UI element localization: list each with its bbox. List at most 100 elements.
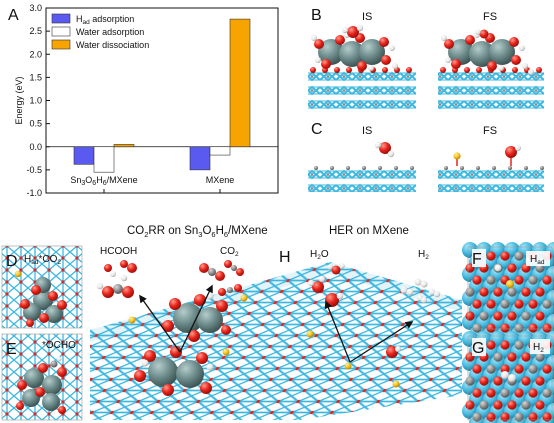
c-atom <box>472 412 482 422</box>
o-atom <box>542 364 552 374</box>
h-atom <box>494 264 502 272</box>
panel-d-label: Had*CO2 <box>24 254 61 266</box>
o-atom <box>507 400 517 410</box>
hydrogen-molecules <box>400 278 441 303</box>
legend-swatch <box>51 39 71 50</box>
o-atom <box>493 311 503 321</box>
panel-label-g: G <box>472 340 484 357</box>
o-atom <box>486 388 496 398</box>
panel-d: D Had*CO2 <box>1 245 83 329</box>
o-atom <box>465 400 475 410</box>
y-tick-label: 2.5 <box>29 26 42 36</box>
o-atom <box>465 311 475 321</box>
panel-e: E *OCHO <box>1 333 83 421</box>
o-atom <box>472 275 482 285</box>
c-atom <box>514 323 524 333</box>
bar <box>189 146 211 171</box>
o-atom <box>500 323 510 333</box>
o-atom <box>535 311 545 321</box>
sn-cluster-1 <box>162 292 231 342</box>
c-atom <box>465 376 475 386</box>
o-atom <box>500 412 510 422</box>
o-atom <box>535 376 545 386</box>
panel-b-is-label: IS <box>362 11 372 23</box>
c-atom <box>528 275 538 285</box>
o-atom <box>479 287 489 297</box>
her-molecules: H2O H2 <box>306 249 441 388</box>
c-atom <box>542 388 552 398</box>
o-atom <box>535 287 545 297</box>
bar <box>229 18 251 148</box>
panel-label-d: D <box>6 253 18 270</box>
co2rr-title: CO2RR on Sn3O6H6/MXene <box>127 225 268 239</box>
panel-e-label: *OCHO <box>42 340 76 351</box>
c-atom <box>521 400 531 410</box>
panel-b: B IS FS <box>308 7 544 110</box>
o-atom <box>514 364 524 374</box>
legend-swatch <box>51 26 71 37</box>
legend-swatch <box>51 13 71 24</box>
panel-g-label: H2 <box>533 342 544 354</box>
o-atom <box>500 251 510 261</box>
y-tick-label: 0.0 <box>29 142 42 152</box>
panel-d-cluster <box>14 270 67 327</box>
o-atom <box>542 275 552 285</box>
x-tick-label: Sn3O6H6/MXene <box>70 175 137 187</box>
c-atom <box>514 412 524 422</box>
co2-molecules <box>199 260 244 296</box>
panel-c: C IS FS <box>308 121 544 192</box>
y-tick-label: 1.0 <box>29 96 42 106</box>
o-atom <box>528 323 538 333</box>
panel-label-c: C <box>311 121 323 138</box>
c-atom <box>514 251 524 261</box>
o-atom <box>493 376 503 386</box>
o-atom <box>500 364 510 374</box>
c-atom <box>521 311 531 321</box>
panel-g: G H2 <box>462 331 554 423</box>
c-atom <box>542 299 552 309</box>
y-tick-label: 2.0 <box>29 49 42 59</box>
o-atom <box>514 388 524 398</box>
h-atom <box>501 371 509 379</box>
o-atom <box>507 263 517 273</box>
o-atom <box>528 388 538 398</box>
o-atom <box>528 412 538 422</box>
co2rr-molecules: HCOOH CO2 <box>96 246 248 396</box>
o-atom <box>486 299 496 309</box>
c-atom <box>535 352 545 362</box>
o-atom <box>514 299 524 309</box>
c-atom <box>479 400 489 410</box>
h-atom <box>508 374 516 382</box>
sn-cluster-2 <box>134 346 214 396</box>
bar <box>209 146 231 156</box>
panel-label-a: A <box>8 7 19 24</box>
her-title: HER on MXene <box>329 225 409 237</box>
panel-h: CO2RR on Sn3O6H6/MXene HER on MXene H HC… <box>90 225 462 420</box>
bar <box>113 144 135 148</box>
energy-bar-chart: -1.0 -0.5 0.0 0.5 1.0 1.5 2.0 2.5 3.0 Energy (eV)… <box>14 3 279 198</box>
panel-b-is-structure <box>308 24 416 110</box>
o-atom <box>479 376 489 386</box>
c-atom <box>486 364 496 374</box>
panel-label-h: H <box>279 249 291 266</box>
o-atom <box>472 299 482 309</box>
o-atom <box>493 287 503 297</box>
c-atom <box>507 287 517 297</box>
legend-label: Water adsorption <box>76 27 144 37</box>
o-atom <box>507 311 517 321</box>
o-atom <box>486 340 496 350</box>
o-atom <box>521 287 531 297</box>
o-atom <box>486 251 496 261</box>
c-atom <box>465 287 475 297</box>
y-axis-label: Energy (eV) <box>14 76 24 124</box>
c-atom <box>500 299 510 309</box>
panel-label-f: F <box>472 251 482 268</box>
y-tick-label: -0.5 <box>26 165 42 175</box>
c-atom <box>514 340 524 350</box>
panel-b-fs-label: FS <box>483 11 497 23</box>
panel-a: A -1.0 -0.5 0.0 0.5 1.0 1.5 2.0 2.5 3.0 Energy (e… <box>8 3 279 198</box>
legend-label: Water dissociation <box>76 40 149 50</box>
water-molecules <box>307 263 345 307</box>
